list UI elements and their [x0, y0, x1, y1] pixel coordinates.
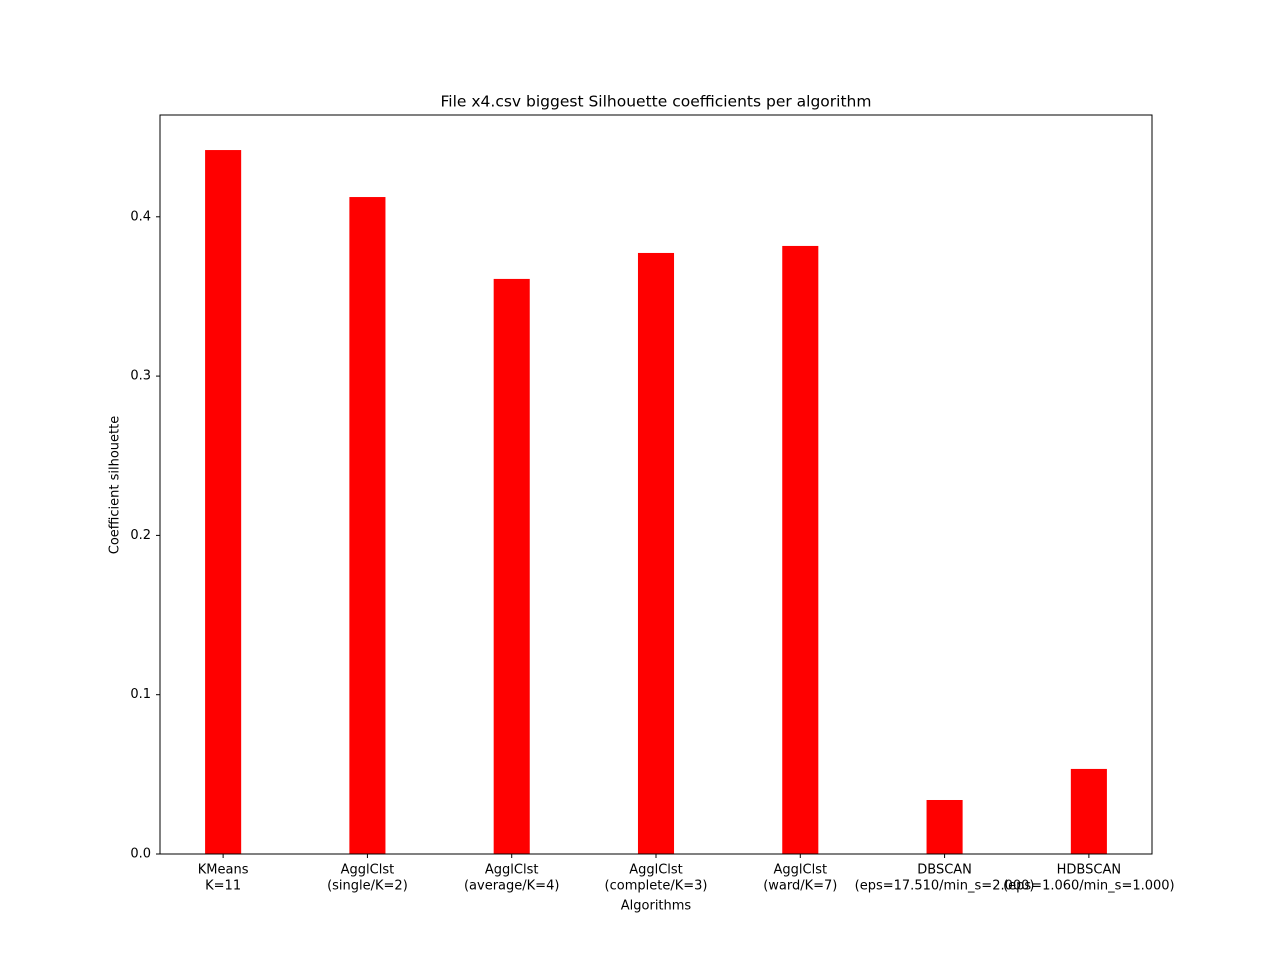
- x-tick-label: (eps=17.510/min_s=2.000): [855, 879, 1035, 894]
- y-tick-label: 0.1: [130, 687, 151, 702]
- bar: [782, 245, 819, 854]
- x-tick-label: (complete/K=3): [605, 879, 708, 894]
- x-tick-label: KMeans: [198, 863, 249, 878]
- bar: [1070, 768, 1107, 854]
- x-tick-label: (single/K=2): [327, 879, 408, 894]
- x-tick-label: (ward/K=7): [763, 879, 837, 894]
- x-axis-label: Algorithms: [621, 899, 692, 914]
- chart-title: File x4.csv biggest Silhouette coefficie…: [441, 93, 872, 111]
- bar: [926, 799, 963, 854]
- x-tick-label: K=11: [205, 879, 241, 894]
- x-tick-label: HDBSCAN: [1057, 863, 1121, 878]
- plot-frame: [159, 114, 1153, 855]
- x-tick-label: AgglClst: [629, 863, 683, 878]
- bar: [637, 252, 675, 854]
- bar: [205, 150, 242, 855]
- y-axis-label: Coefficient silhouette: [108, 416, 123, 554]
- y-tick-label: 0.4: [130, 209, 151, 224]
- y-tick-label: 0.2: [130, 528, 151, 543]
- y-tick-label: 0.3: [130, 369, 151, 384]
- x-tick-label: AgglClst: [774, 863, 828, 878]
- x-tick-label: AgglClst: [341, 863, 395, 878]
- x-tick-label: DBSCAN: [917, 863, 972, 878]
- bar: [349, 197, 386, 855]
- x-tick-label: (eps=1.060/min_s=1.000): [1003, 879, 1175, 894]
- x-tick-label: AgglClst: [485, 863, 539, 878]
- y-tick-label: 0.0: [130, 847, 151, 862]
- bar: [493, 278, 530, 854]
- x-tick-label: (average/K=4): [464, 879, 559, 894]
